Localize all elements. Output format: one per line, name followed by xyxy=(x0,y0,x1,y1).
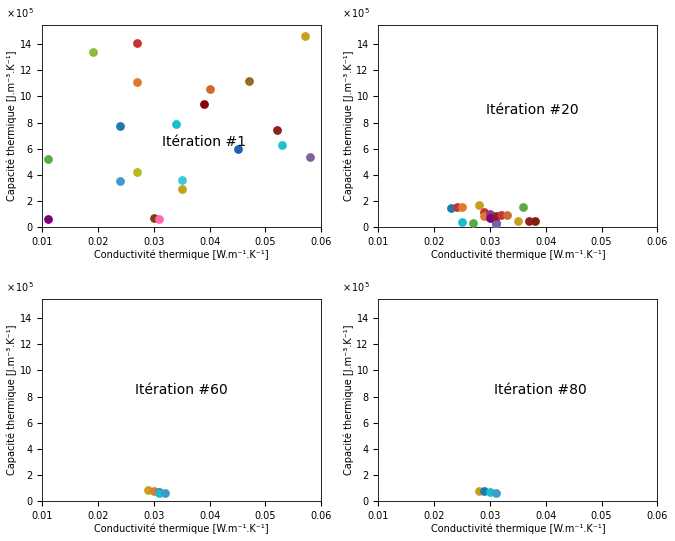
X-axis label: Conductivité thermique [W.m⁻¹.K⁻¹]: Conductivité thermique [W.m⁻¹.K⁻¹] xyxy=(95,249,269,260)
Point xyxy=(524,216,535,225)
Point xyxy=(87,48,98,56)
Point xyxy=(171,120,182,128)
Point xyxy=(271,126,282,135)
Point xyxy=(154,487,165,496)
X-axis label: Conductivité thermique [W.m⁻¹.K⁻¹]: Conductivité thermique [W.m⁻¹.K⁻¹] xyxy=(95,524,269,534)
Point xyxy=(176,185,187,194)
Point xyxy=(299,32,310,41)
Point xyxy=(277,141,288,149)
Point xyxy=(154,214,165,223)
Point xyxy=(132,38,142,47)
Point xyxy=(485,210,495,219)
Point xyxy=(473,486,484,495)
Point xyxy=(132,78,142,87)
Point xyxy=(490,488,501,497)
Point xyxy=(490,220,501,229)
Point xyxy=(485,214,495,222)
Point xyxy=(148,214,159,222)
Point xyxy=(304,152,315,161)
Point xyxy=(132,168,142,176)
X-axis label: Conductivité thermique [W.m⁻¹.K⁻¹]: Conductivité thermique [W.m⁻¹.K⁻¹] xyxy=(431,524,605,534)
Point xyxy=(115,122,126,131)
Point xyxy=(490,212,501,220)
Point xyxy=(43,214,53,223)
Point xyxy=(232,144,243,153)
Point xyxy=(457,217,468,226)
Y-axis label: Capacité thermique [J.m⁻³.K⁻¹]: Capacité thermique [J.m⁻³.K⁻¹] xyxy=(7,50,18,201)
Point xyxy=(518,202,529,211)
Y-axis label: Capacité thermique [J.m⁻³.K⁻¹]: Capacité thermique [J.m⁻³.K⁻¹] xyxy=(7,325,18,475)
Point xyxy=(160,489,171,498)
Point xyxy=(143,486,154,494)
Point xyxy=(502,210,512,219)
Text: Itération #1: Itération #1 xyxy=(162,135,246,149)
Text: Itération #20: Itération #20 xyxy=(485,103,578,117)
Point xyxy=(198,100,209,109)
Point xyxy=(176,176,187,184)
Text: $\times\,10^5$: $\times\,10^5$ xyxy=(342,6,370,21)
Point xyxy=(512,216,523,225)
Point xyxy=(115,177,126,186)
Point xyxy=(473,201,484,209)
Point xyxy=(457,202,468,211)
Point xyxy=(205,84,215,93)
Point xyxy=(154,488,165,497)
Point xyxy=(468,219,479,228)
Point xyxy=(479,487,490,496)
X-axis label: Conductivité thermique [W.m⁻¹.K⁻¹]: Conductivité thermique [W.m⁻¹.K⁻¹] xyxy=(431,249,605,260)
Y-axis label: Capacité thermique [J.m⁻³.K⁻¹]: Capacité thermique [J.m⁻³.K⁻¹] xyxy=(343,50,354,201)
Point xyxy=(479,208,490,216)
Y-axis label: Capacité thermique [J.m⁻³.K⁻¹]: Capacité thermique [J.m⁻³.K⁻¹] xyxy=(343,325,354,475)
Text: Itération #60: Itération #60 xyxy=(136,382,228,397)
Point xyxy=(495,211,506,220)
Text: $\times\,10^5$: $\times\,10^5$ xyxy=(342,281,370,294)
Point xyxy=(451,203,462,212)
Text: Itération #80: Itération #80 xyxy=(494,382,587,397)
Text: $\times\,10^5$: $\times\,10^5$ xyxy=(6,6,34,21)
Point xyxy=(529,217,540,226)
Text: $\times\,10^5$: $\times\,10^5$ xyxy=(6,281,34,294)
Point xyxy=(148,486,159,495)
Point xyxy=(479,212,490,220)
Point xyxy=(490,219,501,228)
Point xyxy=(485,487,495,496)
Point xyxy=(43,155,53,163)
Point xyxy=(243,76,254,85)
Point xyxy=(446,204,456,213)
